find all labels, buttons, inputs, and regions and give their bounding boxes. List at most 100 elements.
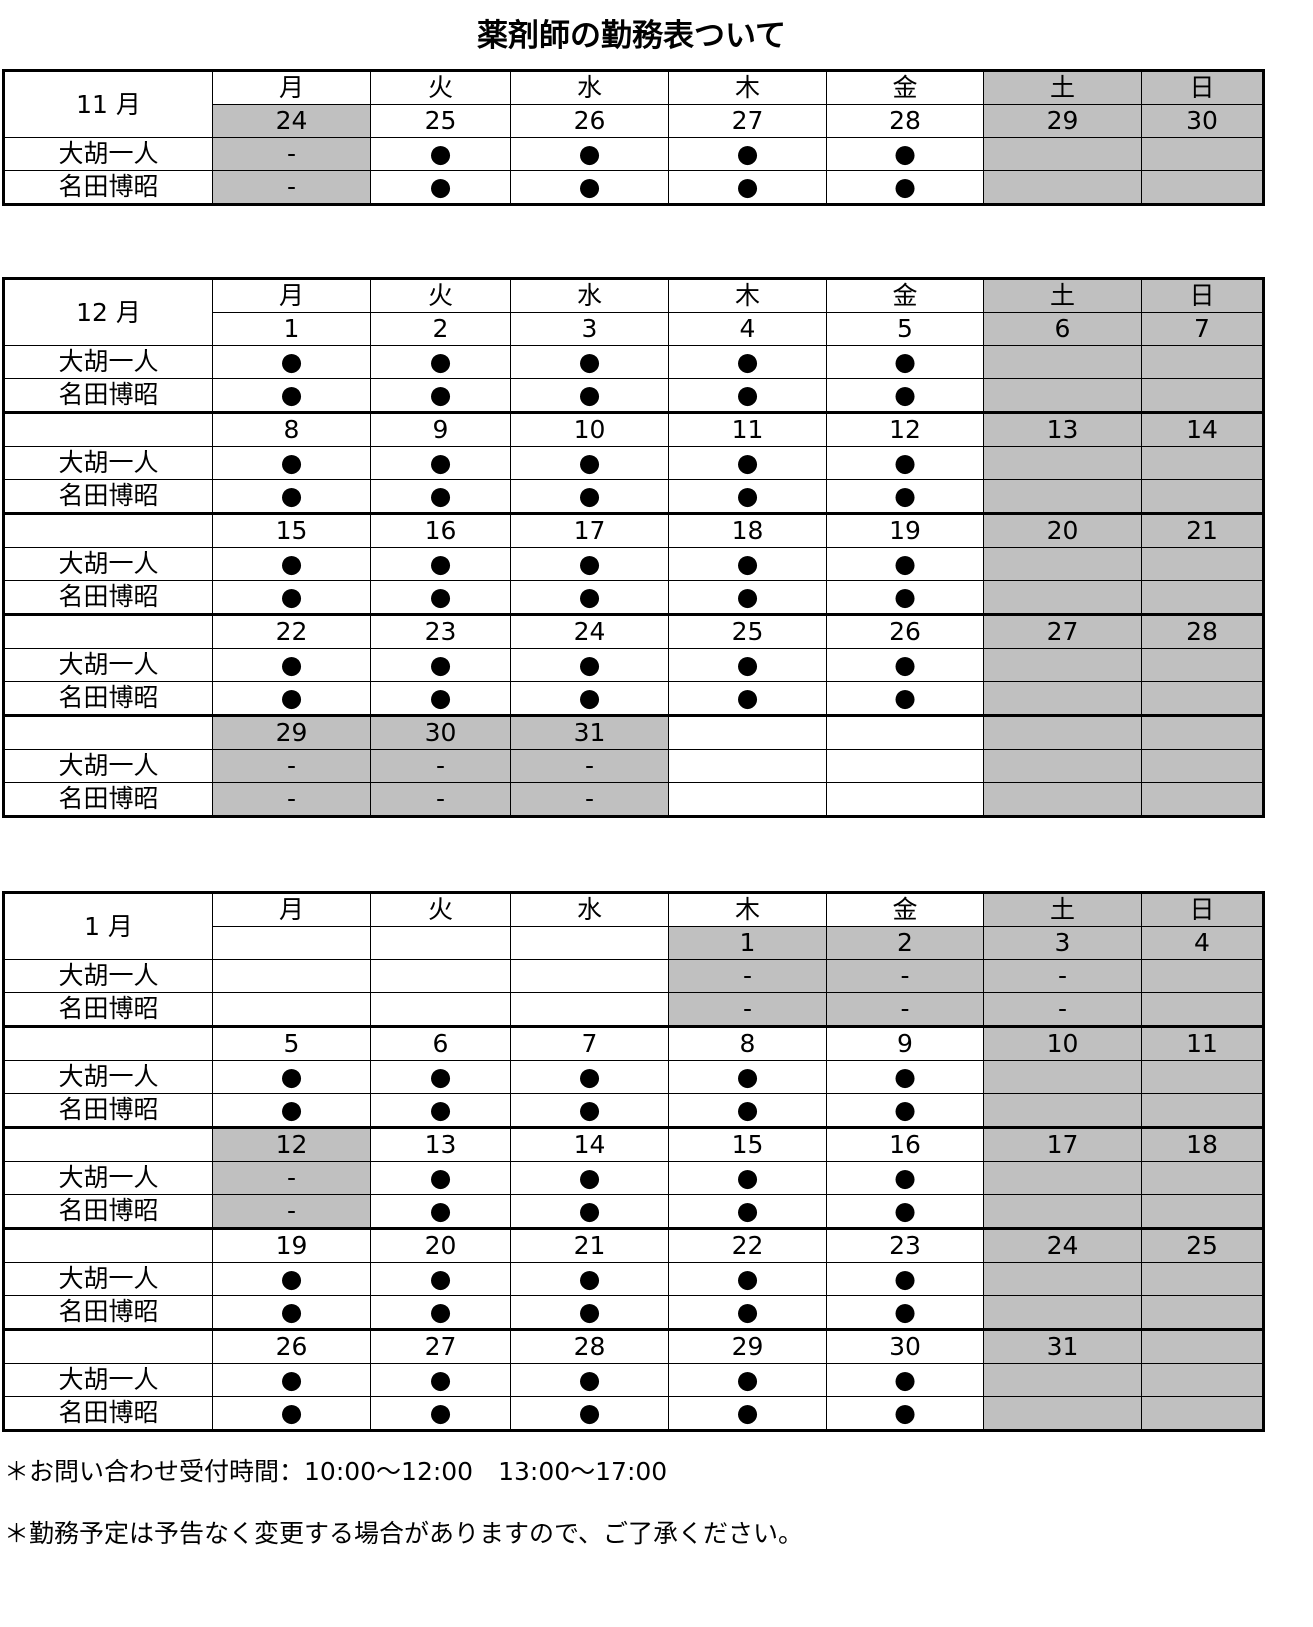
attendance-cell: ● bbox=[370, 1262, 511, 1296]
attendance-cell: ● bbox=[668, 1093, 827, 1128]
day-number: 26 bbox=[510, 104, 669, 138]
attendance-cell bbox=[983, 170, 1142, 205]
day-number: 8 bbox=[668, 1025, 827, 1061]
attendance-cell: - bbox=[983, 992, 1142, 1027]
staff-row: 名田博昭 - ● ● ● ● bbox=[3, 170, 1264, 205]
attendance-cell bbox=[1141, 1161, 1264, 1195]
staff-name: 大胡一人 bbox=[3, 1161, 213, 1195]
day-number: 24 bbox=[212, 104, 371, 138]
attendance-cell: ● bbox=[668, 547, 827, 581]
attendance-cell bbox=[1141, 992, 1264, 1027]
day-number: 24 bbox=[510, 613, 669, 649]
staff-row: 大胡一人 - - - bbox=[3, 959, 1264, 993]
week-days-row: 15 16 17 18 19 20 21 bbox=[3, 512, 1264, 548]
day-number: 23 bbox=[370, 613, 511, 649]
staff-name: 名田博昭 bbox=[3, 1093, 213, 1128]
day-number: 11 bbox=[668, 411, 827, 447]
attendance-cell bbox=[1141, 1295, 1264, 1330]
attendance-cell: - bbox=[212, 749, 371, 783]
day-number: 2 bbox=[370, 312, 511, 346]
staff-row: 大胡一人 - - - bbox=[3, 749, 1264, 783]
attendance-cell bbox=[370, 992, 511, 1027]
day-number: 4 bbox=[668, 312, 827, 346]
staff-name: 名田博昭 bbox=[3, 1295, 213, 1330]
day-number: 9 bbox=[826, 1025, 984, 1061]
staff-row: 大胡一人 ● ● ● ● ● bbox=[3, 1363, 1264, 1397]
day-number: 19 bbox=[212, 1227, 371, 1263]
attendance-cell: ● bbox=[510, 648, 669, 682]
week-days-row: 26 27 28 29 30 31 bbox=[3, 1328, 1264, 1364]
blank-cell bbox=[3, 714, 213, 750]
staff-name: 名田博昭 bbox=[3, 992, 213, 1027]
weekday-header: 木 bbox=[668, 892, 827, 927]
change-notice-note: ＊勤務予定は予告なく変更する場合がありますので、ご了承ください。 bbox=[4, 1519, 804, 1548]
attendance-cell bbox=[212, 992, 371, 1027]
staff-name: 大胡一人 bbox=[3, 959, 213, 993]
attendance-cell: ● bbox=[370, 648, 511, 682]
day-number: 13 bbox=[983, 411, 1142, 447]
attendance-cell: - bbox=[668, 992, 827, 1027]
day-number: 24 bbox=[983, 1227, 1142, 1263]
attendance-cell: ● bbox=[668, 580, 827, 615]
attendance-cell: ● bbox=[212, 681, 371, 716]
weekday-header: 土 bbox=[983, 70, 1142, 105]
blank-cell bbox=[3, 1025, 213, 1061]
day-number bbox=[1141, 714, 1264, 750]
attendance-cell: ● bbox=[370, 547, 511, 581]
attendance-cell: - bbox=[212, 1194, 371, 1229]
day-number: 29 bbox=[212, 714, 371, 750]
attendance-cell: ● bbox=[212, 378, 371, 413]
day-number bbox=[1141, 1328, 1264, 1364]
staff-row: 名田博昭 ● ● ● ● ● bbox=[3, 1093, 1264, 1128]
week-days-row: 12 13 14 15 16 17 18 bbox=[3, 1126, 1264, 1162]
day-number: 20 bbox=[983, 512, 1142, 548]
day-number: 31 bbox=[983, 1328, 1142, 1364]
day-number bbox=[370, 926, 511, 960]
blank-cell bbox=[3, 1227, 213, 1263]
attendance-cell: ● bbox=[370, 170, 511, 205]
day-number: 27 bbox=[370, 1328, 511, 1364]
day-number: 5 bbox=[826, 312, 984, 346]
day-number: 7 bbox=[1141, 312, 1264, 346]
attendance-cell: ● bbox=[826, 137, 984, 171]
attendance-cell: ● bbox=[370, 1194, 511, 1229]
day-number: 6 bbox=[983, 312, 1142, 346]
day-number bbox=[668, 714, 827, 750]
attendance-cell: ● bbox=[370, 446, 511, 480]
day-number: 18 bbox=[1141, 1126, 1264, 1162]
week-days-row: 5 6 7 8 9 10 11 bbox=[3, 1025, 1264, 1061]
day-number: 13 bbox=[370, 1126, 511, 1162]
day-number: 16 bbox=[826, 1126, 984, 1162]
weekday-header: 月 bbox=[212, 278, 371, 313]
attendance-cell bbox=[1141, 1194, 1264, 1229]
attendance-cell: ● bbox=[510, 479, 669, 514]
staff-name: 名田博昭 bbox=[3, 1396, 213, 1431]
day-number: 18 bbox=[668, 512, 827, 548]
day-number: 1 bbox=[212, 312, 371, 346]
attendance-cell: ● bbox=[668, 1295, 827, 1330]
day-number: 21 bbox=[510, 1227, 669, 1263]
staff-row: 名田博昭 ● ● ● ● ● bbox=[3, 479, 1264, 514]
weekday-header: 金 bbox=[826, 70, 984, 105]
attendance-cell bbox=[983, 648, 1142, 682]
attendance-cell: ● bbox=[510, 1363, 669, 1397]
attendance-cell bbox=[212, 959, 371, 993]
staff-name: 名田博昭 bbox=[3, 1194, 213, 1229]
attendance-cell bbox=[1141, 378, 1264, 413]
staff-name: 大胡一人 bbox=[3, 1060, 213, 1094]
attendance-cell: ● bbox=[370, 1161, 511, 1195]
attendance-cell: ● bbox=[212, 547, 371, 581]
day-number: 30 bbox=[826, 1328, 984, 1364]
week-days-row: 29 30 31 bbox=[3, 714, 1264, 750]
attendance-cell bbox=[1141, 137, 1264, 171]
attendance-cell: - bbox=[212, 782, 371, 817]
attendance-cell bbox=[983, 547, 1142, 581]
staff-name: 名田博昭 bbox=[3, 580, 213, 615]
attendance-cell: ● bbox=[212, 648, 371, 682]
staff-name: 大胡一人 bbox=[3, 137, 213, 171]
attendance-cell: ● bbox=[510, 170, 669, 205]
attendance-cell: ● bbox=[826, 345, 984, 379]
attendance-cell: ● bbox=[826, 479, 984, 514]
attendance-cell: - bbox=[826, 992, 984, 1027]
